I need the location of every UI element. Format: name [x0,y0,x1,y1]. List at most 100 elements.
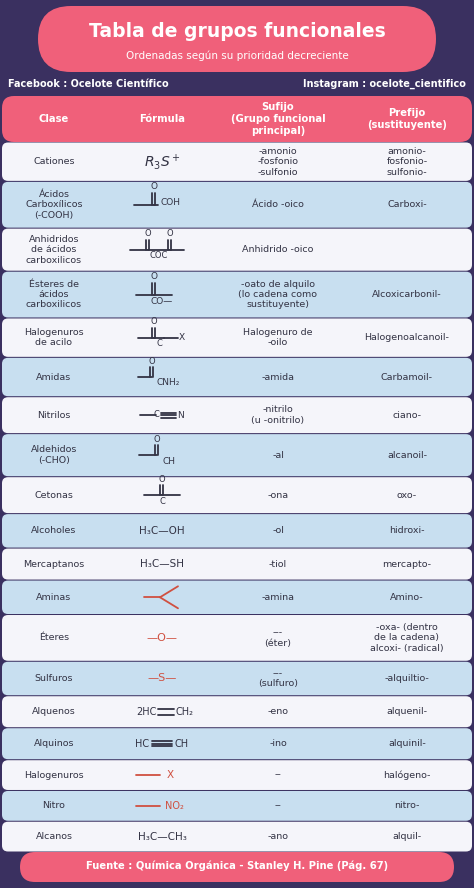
Text: Alquenos: Alquenos [32,707,76,717]
Text: -oxa- (dentro
de la cadena)
alcoxi- (radical): -oxa- (dentro de la cadena) alcoxi- (rad… [370,623,444,653]
Text: X: X [166,770,173,780]
Text: H₃C—SH: H₃C—SH [140,559,184,569]
FancyBboxPatch shape [2,791,472,821]
Text: alcanoil-: alcanoil- [387,451,427,460]
Text: Ordenadas según su prioridad decreciente: Ordenadas según su prioridad decreciente [126,51,348,61]
Text: —O—: —O— [146,633,177,643]
Text: COC: COC [150,251,168,260]
Text: Fórmula: Fórmula [139,114,185,124]
Text: CO—: CO— [151,297,173,306]
Text: mercapto-: mercapto- [383,559,431,568]
FancyBboxPatch shape [2,696,472,727]
Text: oxo-: oxo- [397,491,417,500]
Text: 2HC: 2HC [136,707,156,717]
FancyBboxPatch shape [20,852,454,882]
Text: Amino-: Amino- [390,593,424,602]
FancyBboxPatch shape [2,96,472,142]
Text: -ano: -ano [267,832,289,841]
Text: -nitrilo
(u -onitrilo): -nitrilo (u -onitrilo) [251,406,305,424]
FancyBboxPatch shape [2,581,472,614]
Text: O: O [151,317,157,326]
Text: amonio-
fosfonio-
sulfonio-: amonio- fosfonio- sulfonio- [386,147,428,177]
Text: ciano-: ciano- [392,410,421,420]
Text: ---
(sulfuro): --- (sulfuro) [258,669,298,688]
Text: Carboxi-: Carboxi- [387,201,427,210]
Text: Facebook : Ocelote Científico: Facebook : Ocelote Científico [8,79,169,89]
Text: COH: COH [161,198,181,207]
Text: Instagram : ocelote_cientifico: Instagram : ocelote_cientifico [303,79,466,89]
Text: Ácido -oico: Ácido -oico [252,201,304,210]
Text: H₃C—OH: H₃C—OH [139,526,185,535]
Text: -alquiltio-: -alquiltio- [384,674,429,683]
Text: Cetonas: Cetonas [35,491,73,500]
Text: O: O [151,272,157,281]
Text: nitro-: nitro- [394,801,419,811]
Text: Sulfuros: Sulfuros [35,674,73,683]
Text: Halogenuros
de acilo: Halogenuros de acilo [24,328,84,347]
Text: Ácidos
Carboxílicos
(-COOH): Ácidos Carboxílicos (-COOH) [25,190,83,219]
Text: CH: CH [163,456,175,465]
Text: Ésteres de
ácidos
carboxilicos: Ésteres de ácidos carboxilicos [26,280,82,310]
Text: H₃C—CH₃: H₃C—CH₃ [137,832,186,842]
Text: Anhidrido -oico: Anhidrido -oico [242,245,314,254]
Text: Tabla de grupos funcionales: Tabla de grupos funcionales [89,22,385,42]
Text: C: C [159,496,165,505]
Text: -oato de alquilo
(lo cadena como
sustituyente): -oato de alquilo (lo cadena como sustitu… [238,280,318,310]
FancyBboxPatch shape [2,397,472,433]
Text: O: O [159,475,165,484]
Text: -ol: -ol [272,527,284,535]
Text: -al: -al [272,451,284,460]
Text: Carbamoil-: Carbamoil- [381,373,433,382]
Text: C: C [154,409,160,418]
Text: O: O [149,356,155,366]
Text: alquil-: alquil- [392,832,421,841]
Text: -tiol: -tiol [269,559,287,568]
Text: hidroxi-: hidroxi- [389,527,425,535]
Text: -ona: -ona [267,491,289,500]
Text: O: O [167,229,173,238]
Text: X: X [179,333,185,342]
FancyBboxPatch shape [2,142,472,181]
FancyBboxPatch shape [2,434,472,476]
Text: O: O [151,182,157,191]
Text: O: O [145,229,151,238]
Text: Éteres: Éteres [39,633,69,642]
FancyBboxPatch shape [38,6,436,72]
Text: Cationes: Cationes [33,157,75,166]
Text: ---
(éter): --- (éter) [264,628,292,647]
Text: -amida: -amida [262,373,294,382]
FancyBboxPatch shape [2,228,472,271]
FancyBboxPatch shape [2,615,472,661]
FancyBboxPatch shape [2,760,472,790]
Text: Alcoxicarbonil-: Alcoxicarbonil- [372,290,442,299]
Text: -ino: -ino [269,739,287,749]
Text: O: O [154,434,160,444]
Text: --: -- [274,801,282,811]
Text: Halogenuro de
-oilo: Halogenuro de -oilo [243,328,313,347]
Text: halógeno-: halógeno- [383,771,431,780]
Text: Nitrilos: Nitrilos [37,410,71,420]
Text: Fuente : Química Orgánica - Stanley H. Pine (Pág. 67): Fuente : Química Orgánica - Stanley H. P… [86,860,388,871]
Text: Halogenuros: Halogenuros [24,771,84,780]
Text: -amonio
-fosfonio
-sulfonio: -amonio -fosfonio -sulfonio [257,147,299,177]
FancyBboxPatch shape [2,821,472,852]
FancyBboxPatch shape [2,182,472,227]
Text: -eno: -eno [267,707,289,717]
Text: alquenil-: alquenil- [386,707,428,717]
FancyBboxPatch shape [2,319,472,357]
Text: C: C [156,339,162,348]
Text: alquinil-: alquinil- [388,739,426,749]
Text: Sufijo
(Grupo funcional
principal): Sufijo (Grupo funcional principal) [231,102,325,136]
Text: CH₂: CH₂ [176,707,194,717]
FancyBboxPatch shape [2,272,472,318]
Text: HC: HC [135,739,149,749]
Text: Clase: Clase [39,114,69,124]
Text: CNH₂: CNH₂ [156,377,180,386]
Text: --: -- [274,771,282,780]
Text: Aminas: Aminas [36,593,72,602]
Text: Nitro: Nitro [43,801,65,811]
Text: Mercaptanos: Mercaptanos [23,559,85,568]
FancyBboxPatch shape [2,662,472,695]
FancyBboxPatch shape [2,358,472,396]
Text: Anhidridos
de ácidos
carboxilicos: Anhidridos de ácidos carboxilicos [26,234,82,265]
